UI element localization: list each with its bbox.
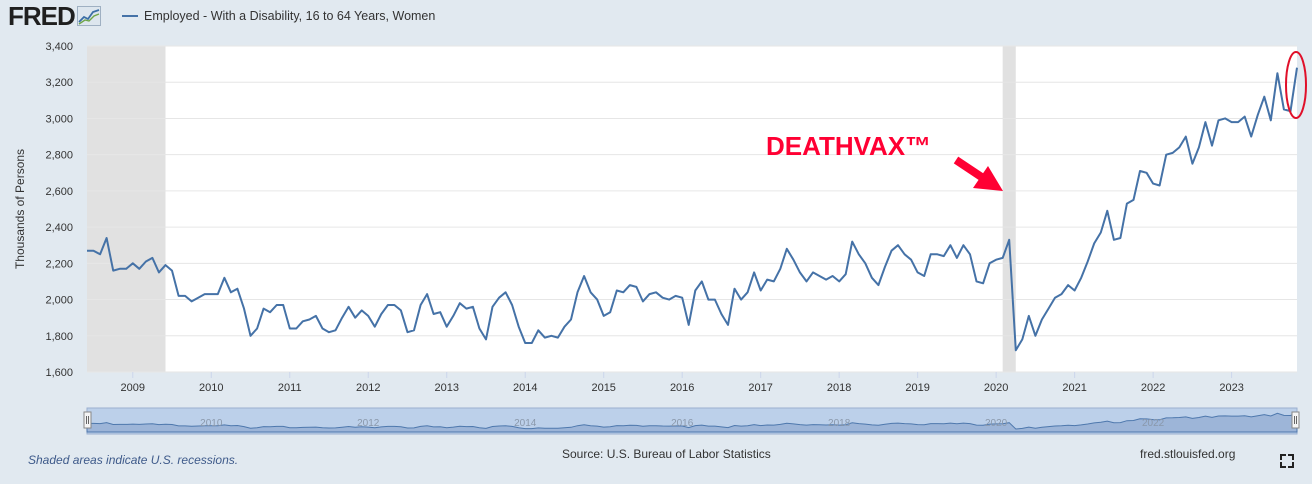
y-tick-label: 3,200: [45, 77, 73, 89]
x-tick-label: 2016: [670, 382, 694, 394]
navigator-tick-label: 2016: [671, 418, 694, 429]
x-tick-label: 2013: [434, 382, 458, 394]
annotation-arrow: [953, 156, 1003, 191]
x-tick-label: 2021: [1062, 382, 1086, 394]
recession-note: Shaded areas indicate U.S. recessions.: [28, 453, 239, 467]
navigator-tick-label: 2014: [514, 418, 537, 429]
x-tick-label: 2022: [1141, 382, 1165, 394]
series-line[interactable]: [87, 67, 1298, 352]
fullscreen-icon[interactable]: [1280, 454, 1294, 468]
y-tick-label: 1,600: [45, 367, 73, 379]
x-tick-label: 2023: [1219, 382, 1243, 394]
navigator-tick-label: 2022: [1142, 418, 1165, 429]
navigator-right-handle[interactable]: [1291, 411, 1300, 429]
x-tick-label: 2010: [199, 382, 223, 394]
navigator-tick-label: 2018: [828, 418, 851, 429]
x-axis-ticks: 2009 2010 2011 2012 2013 2014 2015 2016 2017 2018…: [121, 372, 1244, 394]
annotation: DEATHVAX™: [766, 51, 1307, 191]
y-tick-label: 1,800: [45, 331, 73, 343]
y-tick-label: 2,600: [45, 186, 73, 198]
y-tick-label: 3,000: [45, 113, 73, 125]
x-tick-label: 2018: [827, 382, 851, 394]
navigator-tick-label: 2012: [357, 418, 380, 429]
y-tick-label: 3,400: [45, 41, 73, 53]
y-axis-label: Thousands of Persons: [13, 149, 27, 269]
y-tick-label: 2,400: [45, 222, 73, 234]
x-tick-label: 2019: [905, 382, 929, 394]
y-tick-label: 2,800: [45, 150, 73, 162]
highlight-circle: [1285, 51, 1307, 119]
plot-area: [87, 46, 1297, 372]
annotation-text: DEATHVAX™: [766, 131, 931, 161]
x-tick-label: 2015: [591, 382, 615, 394]
navigator-tick-label: 2010: [200, 418, 223, 429]
legend[interactable]: Employed - With a Disability, 16 to 64 Y…: [122, 9, 435, 23]
navigator[interactable]: 2010 2012 2014 2016 2018 2020 2022: [83, 407, 1300, 435]
x-tick-label: 2009: [121, 382, 145, 394]
gridlines: [87, 45, 1297, 373]
x-tick-label: 2011: [278, 382, 302, 394]
navigator-ticks: 2010 2012 2014 2016 2018 2020 2022: [200, 418, 1165, 429]
x-tick-label: 2020: [984, 382, 1008, 394]
y-axis-ticks: 1,600 1,800 2,000 2,200 2,400 2,600 2,800 3,000…: [45, 41, 73, 379]
legend-label: Employed - With a Disability, 16 to 64 Y…: [144, 9, 435, 23]
y-tick-label: 2,200: [45, 258, 73, 270]
navigator-series-area: [86, 412, 1298, 433]
chart-line-icon: [76, 6, 101, 26]
site-link[interactable]: fred.stlouisfed.org: [1140, 447, 1236, 461]
source-note: Source: U.S. Bureau of Labor Statistics: [562, 447, 771, 461]
navigator-left-handle[interactable]: [83, 411, 92, 429]
fred-logo-text: FRED: [8, 0, 76, 31]
navigator-tick-label: 2020: [985, 418, 1008, 429]
x-tick-label: 2014: [513, 382, 537, 394]
x-tick-label: 2012: [356, 382, 380, 394]
y-tick-label: 2,000: [45, 295, 73, 307]
recession-band: [87, 46, 166, 372]
x-tick-label: 2017: [748, 382, 772, 394]
fred-logo[interactable]: FRED: [8, 0, 101, 31]
